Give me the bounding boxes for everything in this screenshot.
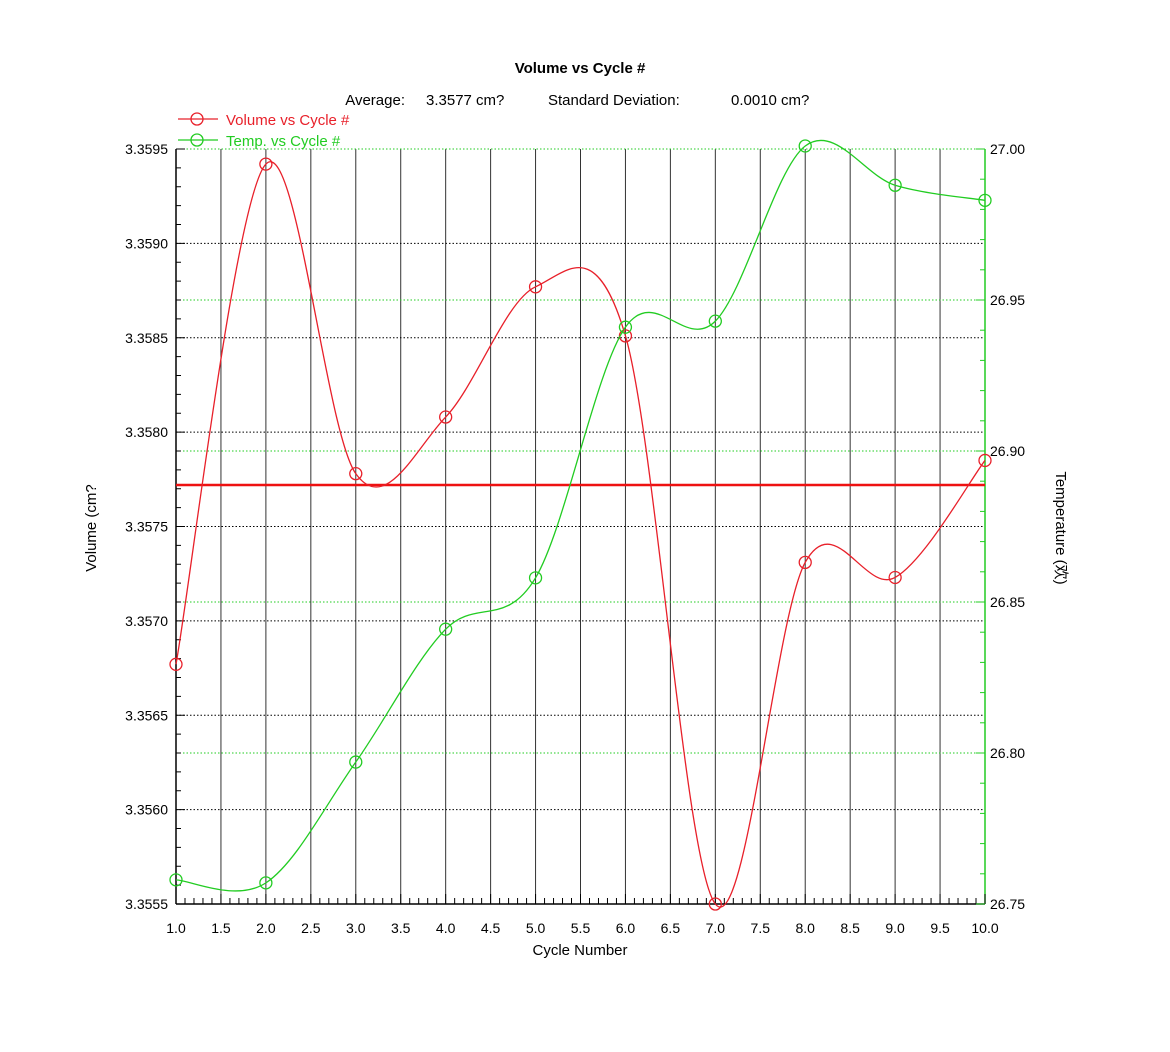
volume-point [618, 329, 633, 343]
temperature-point [439, 622, 453, 636]
legend-volume-marker [190, 112, 204, 126]
y-left-tick-label: 3.3555 [125, 896, 168, 912]
volume-point [798, 555, 812, 570]
x-tick-label: 6.0 [616, 920, 636, 936]
y-left-tick-label: 3.3580 [125, 424, 168, 440]
average-value: 3.3577 cm? [426, 92, 504, 109]
x-tick-label: 3.5 [391, 920, 411, 936]
y-axis-left-label: Volume (cm? [83, 484, 100, 572]
volume-point [888, 570, 902, 585]
temperature-point [978, 193, 992, 207]
x-tick-label: 7.0 [706, 920, 726, 936]
temperature-point [618, 320, 633, 334]
temperature-point [259, 876, 273, 890]
x-tick-label: 7.5 [751, 920, 771, 936]
y-left-tick-label: 3.3595 [125, 141, 168, 157]
x-tick-label: 9.5 [930, 920, 950, 936]
temperature-point [798, 139, 812, 153]
y-left-tick-label: 3.3575 [125, 519, 168, 535]
y-right-tick-label: 27.00 [990, 141, 1025, 157]
legend-volume-label: Volume vs Cycle # [226, 112, 350, 129]
chart-title: Volume vs Cycle # [515, 60, 646, 77]
legend: Volume vs Cycle # Temp. vs Cycle # [178, 112, 350, 150]
x-tick-label: 8.5 [840, 920, 860, 936]
y-right-tick-label: 26.85 [990, 594, 1025, 610]
x-tick-label: 5.5 [571, 920, 591, 936]
temperature-point [169, 873, 183, 887]
x-tick-label: 9.0 [885, 920, 905, 936]
average-label: Average: [345, 92, 405, 109]
y-left-tick-label: 3.3590 [125, 235, 168, 251]
temperature-point [708, 314, 722, 328]
volume-point [439, 410, 453, 424]
x-tick-label: 2.0 [256, 920, 276, 936]
x-tick-label: 1.5 [211, 920, 231, 936]
x-tick-label: 3.0 [346, 920, 366, 936]
stddev-value: 0.0010 cm? [731, 92, 809, 109]
x-tick-label: 8.0 [795, 920, 815, 936]
x-axis-label: Cycle Number [532, 942, 627, 959]
legend-temp-label: Temp. vs Cycle # [226, 133, 341, 150]
x-tick-label: 4.0 [436, 920, 456, 936]
x-tick-label: 5.0 [526, 920, 546, 936]
volume-point [349, 466, 363, 481]
temperature-point [349, 755, 363, 769]
plot-area: 1.0 1.5 2.0 2.5 3.0 3.5 4.0 4.5 5.0 5.5 6.0 6.5 7.0 7… [125, 139, 1025, 936]
y-left-tick-label: 3.3565 [125, 707, 168, 723]
temperature-point [888, 178, 902, 192]
y-right-tick-label: 26.90 [990, 443, 1025, 459]
x-tick-label: 4.5 [481, 920, 501, 936]
y-left-tick-label: 3.3585 [125, 330, 168, 346]
y-axis-right-label: Temperature (欢) [1052, 471, 1069, 584]
x-tick-label: 2.5 [301, 920, 321, 936]
y-right-tick-label: 26.75 [990, 896, 1025, 912]
x-tick-label: 1.0 [166, 920, 186, 936]
temperature-point [528, 571, 543, 585]
y-right-tick-label: 26.95 [990, 292, 1025, 308]
legend-temp-marker [190, 133, 204, 147]
temperature-series-line [175, 139, 986, 892]
volume-point [259, 157, 273, 171]
volume-point [528, 280, 543, 294]
stddev-label: Standard Deviation: [548, 92, 680, 109]
x-tick-label: 10.0 [971, 920, 998, 936]
volume-point [708, 897, 722, 911]
volume-point [978, 453, 992, 468]
y-left-tick-label: 3.3570 [125, 613, 168, 629]
y-left-tick-label: 3.3560 [125, 802, 168, 818]
y-right-tick-label: 26.80 [990, 745, 1025, 761]
volume-series-line [175, 161, 986, 908]
x-tick-label: 6.5 [661, 920, 681, 936]
volume-point [169, 657, 183, 671]
